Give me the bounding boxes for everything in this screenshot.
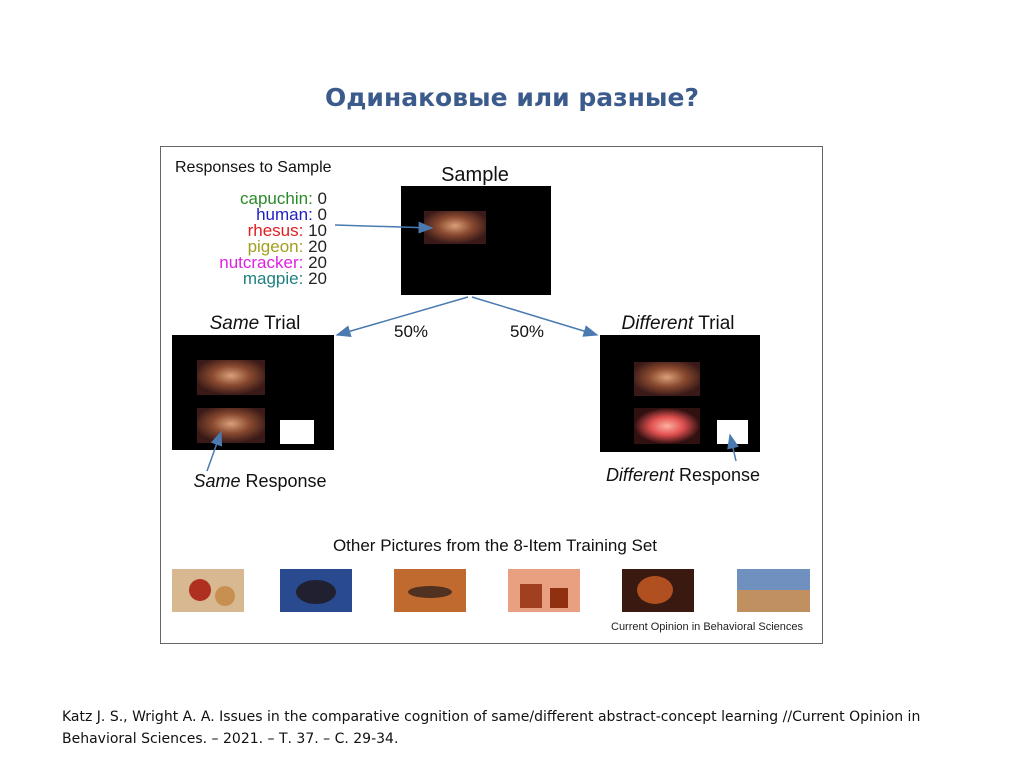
italic-word: Different [622,313,695,334]
thumbnail-detail [408,586,452,598]
species-name: magpie: [243,269,303,288]
italic-word: Same [210,313,260,334]
species-name: human: [256,205,313,224]
face-image [424,211,486,244]
thumbnail-detail [737,590,810,612]
species-row: nutcracker: 20 [219,253,327,272]
response-key [717,420,748,444]
species-row: human: 0 [256,205,327,224]
arrow [335,296,469,338]
species-count: 0 [318,189,327,208]
word: Response [679,465,760,485]
citation-line: Behavioral Sciences. – 2021. – Т. 37. – … [62,731,398,747]
thumbnail-detail [520,584,542,608]
species-name: rhesus: [248,221,304,240]
face-image [197,360,265,395]
face-image [634,362,700,396]
thumbnail-detail [296,580,336,604]
species-count: 20 [308,253,327,272]
thumbnail-detail [189,579,211,601]
thumbnail [508,569,580,612]
species-count: 20 [308,237,327,256]
species-name: capuchin: [240,189,313,208]
probability: 50% [510,322,544,341]
thumbnail-detail [215,586,235,606]
word: Response [245,471,326,491]
species-count: 0 [318,205,327,224]
responses-heading: Responses to Sample [175,159,332,176]
species-list: capuchin: 0 human: 0 rhesus: 10 pigeon: … [219,189,327,288]
species-count: 10 [308,221,327,240]
species-row: rhesus: 10 [248,221,327,240]
thumbnail-detail [550,588,568,608]
species-count: 20 [308,269,327,288]
thumbnail-detail [637,576,673,604]
italic-word: Different [606,465,675,485]
response-label: Different Response [606,465,760,485]
citation-line: Katz J. S., Wright A. A. Issues in the c… [62,709,920,725]
word: Trial [264,313,300,334]
word: Trial [698,313,734,334]
trial-label: Same Trial [210,313,301,334]
source-label: Current Opinion in Behavioral Sciences [611,621,803,633]
species-row: capuchin: 0 [240,189,327,208]
sample-label: Sample [441,164,509,186]
response-key [280,420,314,444]
arrow [206,430,223,472]
arrow [727,433,739,462]
slide-title: Одинаковые или разные? [325,83,699,112]
species-row: magpie: 20 [243,269,327,288]
species-row: pigeon: 20 [248,237,327,256]
figure: Responses to Sample capuchin: 0 human: 0… [160,146,823,644]
species-name: pigeon: [248,237,304,256]
flower-image [634,408,700,444]
arrow [334,221,434,234]
probability: 50% [394,322,428,341]
response-label: Same Response [193,471,326,491]
trial-label: Different Trial [622,313,735,334]
species-name: nutcracker: [219,253,303,272]
arrow [471,296,599,337]
face-image [197,408,265,443]
italic-word: Same [193,471,240,491]
training-set-label: Other Pictures from the 8-Item Training … [333,536,657,555]
